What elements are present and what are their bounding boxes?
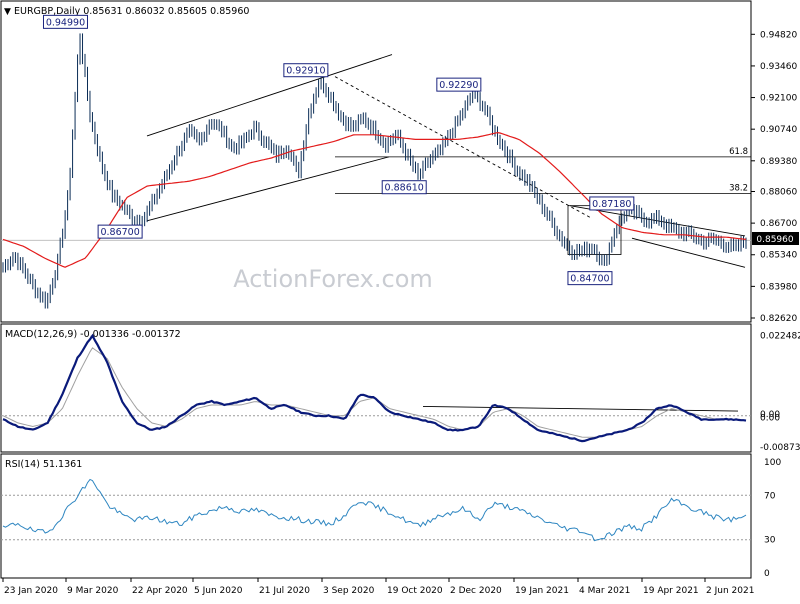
x-tick-label: 5 Jun 2020 (194, 586, 243, 596)
macd-main-line (2, 333, 747, 443)
rsi-gridlines (1, 494, 751, 541)
macd-y-tick-label: -0.008736 (760, 443, 800, 453)
x-tick-label: 2 Dec 2020 (450, 586, 502, 596)
macd-trendline (422, 405, 739, 412)
price-annotation-label: 0.84700 (570, 274, 609, 285)
macd-panel-frame (0, 323, 752, 453)
symbol-label: EURGBP,Daily 0.85631 0.86032 0.85605 0.8… (14, 6, 249, 17)
macd-gridlines (1, 405, 751, 417)
x-tick-label: 9 Mar 2020 (67, 586, 119, 596)
price-annotations: 0.94990 0.86700 0.92910 0.88610 0.92290 0.847… (42, 14, 635, 286)
price-y-tick-label: 0.94820 (760, 30, 797, 40)
fib-level-label: 61.8 (729, 147, 748, 157)
price-y-tick-label: 0.86700 (760, 219, 797, 229)
price-annotation-label: 0.92290 (439, 80, 478, 91)
price-y-tick-label: 0.85340 (760, 251, 797, 261)
current-price-text: 0.85960 (756, 235, 793, 245)
price-y-tick-label: 0.89380 (760, 157, 797, 167)
rsi-label: RSI(14) 51.1361 (5, 459, 82, 470)
price-annotation-box (381, 180, 427, 195)
price-panel-frame (0, 0, 752, 323)
x-tick-label: 23 Jan 2020 (4, 586, 58, 596)
rsi-y-tick-label: 0 (764, 569, 770, 579)
price-annotation-box (567, 271, 613, 286)
price-annotation-label: 0.87180 (592, 199, 631, 210)
price-y-tick-label: 0.92100 (760, 94, 797, 104)
trendline (146, 54, 393, 137)
trendline (334, 76, 593, 219)
price-y-tick-label: 0.82620 (760, 314, 797, 324)
y-axis-labels: 0.94820 0.93460 0.92100 0.90740 0.89380 0.880… (751, 30, 800, 579)
rsi-line (2, 478, 747, 542)
macd-y-tick-label: 0.022482 (760, 331, 800, 341)
x-axis-labels: 23 Jan 2020 9 Mar 2020 22 Apr 2020 5 Jun 20… (2, 578, 754, 596)
x-tick-label: 3 Sep 2020 (323, 586, 375, 596)
trendline (146, 156, 390, 222)
rsi-panel-frame (0, 453, 752, 579)
price-y-tick-label: 0.93460 (760, 62, 797, 72)
rsi-y-tick-label: 30 (764, 536, 776, 546)
x-tick-label: 19 Oct 2020 (387, 586, 443, 596)
rsi-y-tick-label: 70 (764, 491, 776, 501)
fib-level-label: 38.2 (729, 183, 748, 193)
price-y-tick-label: 0.83980 (760, 282, 797, 292)
dropdown-arrow-icon[interactable]: ▼ (4, 7, 11, 17)
price-y-tick-label: 0.90740 (760, 125, 797, 135)
price-annotation-box (283, 63, 329, 78)
price-annotation-box (42, 14, 88, 29)
trendline (631, 237, 746, 268)
price-annotation-label: 0.88610 (385, 183, 424, 194)
macd-signal-line (2, 347, 747, 438)
price-annotation-box (436, 77, 482, 92)
macd-y-tick-label: 0.00 (760, 414, 780, 424)
price-y-tick-label: 0.88060 (760, 187, 797, 197)
x-tick-label: 19 Apr 2021 (643, 586, 699, 596)
price-annotation-label: 0.94990 (46, 17, 85, 28)
price-annotation-label: 0.86700 (100, 227, 139, 238)
price-annotation-box (589, 196, 635, 211)
x-tick-label: 4 Mar 2021 (579, 586, 630, 596)
x-tick-label: 19 Jan 2021 (515, 586, 569, 596)
ema-line (2, 131, 747, 268)
price-candles (2, 33, 747, 309)
price-annotation-box (97, 224, 143, 239)
x-tick-label: 21 Jul 2020 (259, 586, 310, 596)
rsi-y-tick-label: 100 (764, 458, 781, 468)
macd-y-tick-label: 0.00 (760, 410, 780, 420)
price-annotation-label: 0.92910 (286, 66, 325, 77)
current-price-tag (752, 232, 799, 245)
x-tick-label: 22 Apr 2020 (132, 586, 188, 596)
x-tick-label: 2 Jun 2021 (706, 586, 754, 596)
watermark-text: ActionForex.com (233, 265, 433, 293)
